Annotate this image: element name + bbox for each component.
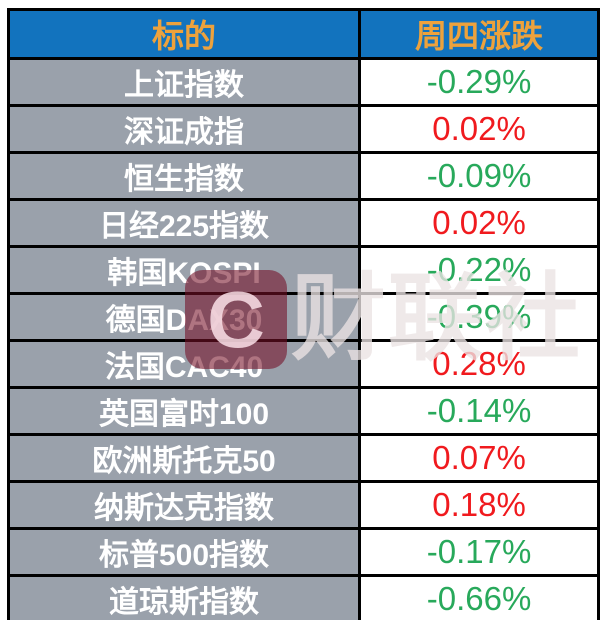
change-value: -0.66% — [358, 574, 600, 620]
table-row: 德国DAX30 -0.39% — [6, 292, 600, 342]
column-header-thursday-change: 周四涨跌 — [358, 8, 600, 60]
table-row: 道琼斯指数 -0.66% — [6, 574, 600, 620]
change-value: 0.07% — [358, 433, 600, 483]
index-name: 标普500指数 — [6, 527, 362, 577]
change-value: -0.09% — [358, 151, 600, 201]
table-row: 深证成指 0.02% — [6, 104, 600, 154]
index-name: 恒生指数 — [6, 151, 362, 201]
column-header-target: 标的 — [6, 8, 362, 60]
index-name: 日经225指数 — [6, 198, 362, 248]
change-value: 0.02% — [358, 198, 600, 248]
change-value: -0.17% — [358, 527, 600, 577]
index-name: 纳斯达克指数 — [6, 480, 362, 530]
table-row: 日经225指数 0.02% — [6, 198, 600, 248]
index-name: 道琼斯指数 — [6, 574, 362, 620]
change-value: -0.39% — [358, 292, 600, 342]
index-name: 欧洲斯托克50 — [6, 433, 362, 483]
table-row: 欧洲斯托克50 0.07% — [6, 433, 600, 483]
change-value: 0.28% — [358, 339, 600, 389]
table-row: 韩国KOSPI -0.22% — [6, 245, 600, 295]
change-value: -0.22% — [358, 245, 600, 295]
change-value: -0.29% — [358, 57, 600, 107]
index-name: 英国富时100 — [6, 386, 362, 436]
table-row: 恒生指数 -0.09% — [6, 151, 600, 201]
table-row: 英国富时100 -0.14% — [6, 386, 600, 436]
index-change-table: 标的 周四涨跌 上证指数 -0.29% 深证成指 0.02% 恒生指数 -0.0… — [6, 8, 600, 620]
index-name: 德国DAX30 — [6, 292, 362, 342]
change-value: -0.14% — [358, 386, 600, 436]
table-row: 标普500指数 -0.17% — [6, 527, 600, 577]
change-value: 0.18% — [358, 480, 600, 530]
change-value: 0.02% — [358, 104, 600, 154]
table-row: 法国CAC40 0.28% — [6, 339, 600, 389]
table-row: 纳斯达克指数 0.18% — [6, 480, 600, 530]
header-row: 标的 周四涨跌 — [6, 8, 600, 60]
index-name: 上证指数 — [6, 57, 362, 107]
index-name: 深证成指 — [6, 104, 362, 154]
index-name: 法国CAC40 — [6, 339, 362, 389]
table-row: 上证指数 -0.29% — [6, 57, 600, 107]
index-name: 韩国KOSPI — [6, 245, 362, 295]
